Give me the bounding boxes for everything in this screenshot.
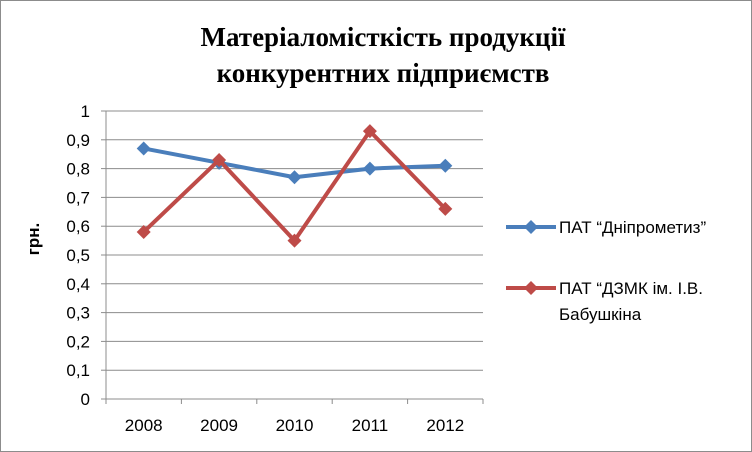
data-point-marker [362, 124, 377, 139]
x-tick-label: 2010 [276, 416, 314, 435]
data-point-marker [438, 201, 453, 216]
legend-label: ПАТ “Дніпрометиз” [559, 218, 706, 237]
series-2 [136, 124, 453, 248]
x-tick-label: 2008 [125, 416, 163, 435]
y-tick-label: 0,9 [66, 131, 90, 150]
data-point-marker [362, 161, 377, 176]
series-layer [136, 124, 453, 248]
legend-label: Бабушкіна [559, 305, 642, 324]
y-tick-label: 0,7 [66, 188, 90, 207]
y-tick-label: 0,6 [66, 217, 90, 236]
y-tick-label: 0,4 [66, 275, 90, 294]
data-point-marker [136, 141, 151, 156]
data-point-marker [287, 170, 302, 185]
data-point-marker [136, 224, 151, 239]
y-axis-label: грн. [24, 223, 43, 255]
y-tick-label: 0,1 [66, 361, 90, 380]
y-tick-label: 0,5 [66, 246, 90, 265]
series-line [142, 129, 447, 243]
y-tick-label: 0,3 [66, 304, 90, 323]
data-point-marker [212, 152, 227, 167]
x-tick-label: 2012 [426, 416, 464, 435]
data-point-marker [438, 158, 453, 173]
legend-item-1: ПАТ “Дніпрометиз” [506, 218, 706, 237]
x-tick-label: 2009 [200, 416, 238, 435]
chart-title-line-2: конкурентних підприємств [217, 58, 550, 88]
chart-title-line-1: Матеріаломісткість продукції [201, 22, 566, 52]
y-tick-label: 1 [81, 102, 90, 121]
x-tick-label: 2011 [352, 416, 389, 435]
data-point-marker [287, 233, 302, 248]
gridlines [106, 110, 483, 371]
legend-marker [524, 281, 538, 295]
y-tick-label: 0,8 [66, 160, 90, 179]
legend-item-2: ПАТ “ДЗМК ім. І.В. Бабушкіна [506, 279, 703, 324]
legend-marker [524, 220, 538, 234]
axes: 0 0,1 0,2 0,3 0,4 0,5 0,6 0,7 0,8 0,9 1 2008 2009 201… [66, 102, 484, 435]
series-1 [136, 141, 453, 185]
y-tick-label: 0 [81, 390, 90, 409]
legend: ПАТ “Дніпрометиз” ПАТ “ДЗМК ім. І.В. Бабуш… [506, 218, 706, 324]
legend-label: ПАТ “ДЗМК ім. І.В. [559, 279, 703, 298]
y-tick-label: 0,2 [66, 332, 90, 351]
